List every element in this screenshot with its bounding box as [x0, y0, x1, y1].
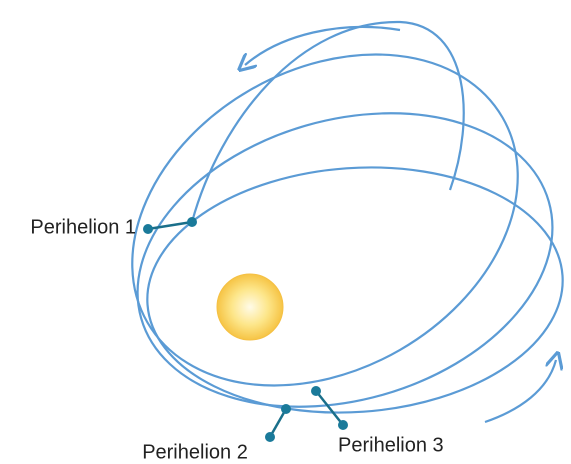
orbit-arc — [192, 22, 464, 222]
orbit-arrow — [245, 27, 400, 65]
label: Perihelion 1 — [30, 216, 136, 238]
marker — [338, 420, 348, 430]
sun — [217, 274, 283, 340]
diagram: Perihelion 1 Perihelion 2 Perihelion 3 — [0, 0, 571, 464]
marker — [187, 217, 197, 227]
marker — [143, 224, 153, 234]
orbit — [139, 154, 571, 426]
orbit-arrow — [485, 360, 556, 422]
marker — [265, 432, 275, 442]
label: Perihelion 3 — [338, 434, 444, 456]
perihelion-2: Perihelion 2 — [142, 404, 291, 463]
perihelion-1: Perihelion 1 — [30, 216, 197, 238]
marker — [281, 404, 291, 414]
marker — [311, 386, 321, 396]
label: Perihelion 2 — [142, 441, 248, 463]
orbit — [103, 67, 571, 453]
pointer — [316, 391, 343, 425]
